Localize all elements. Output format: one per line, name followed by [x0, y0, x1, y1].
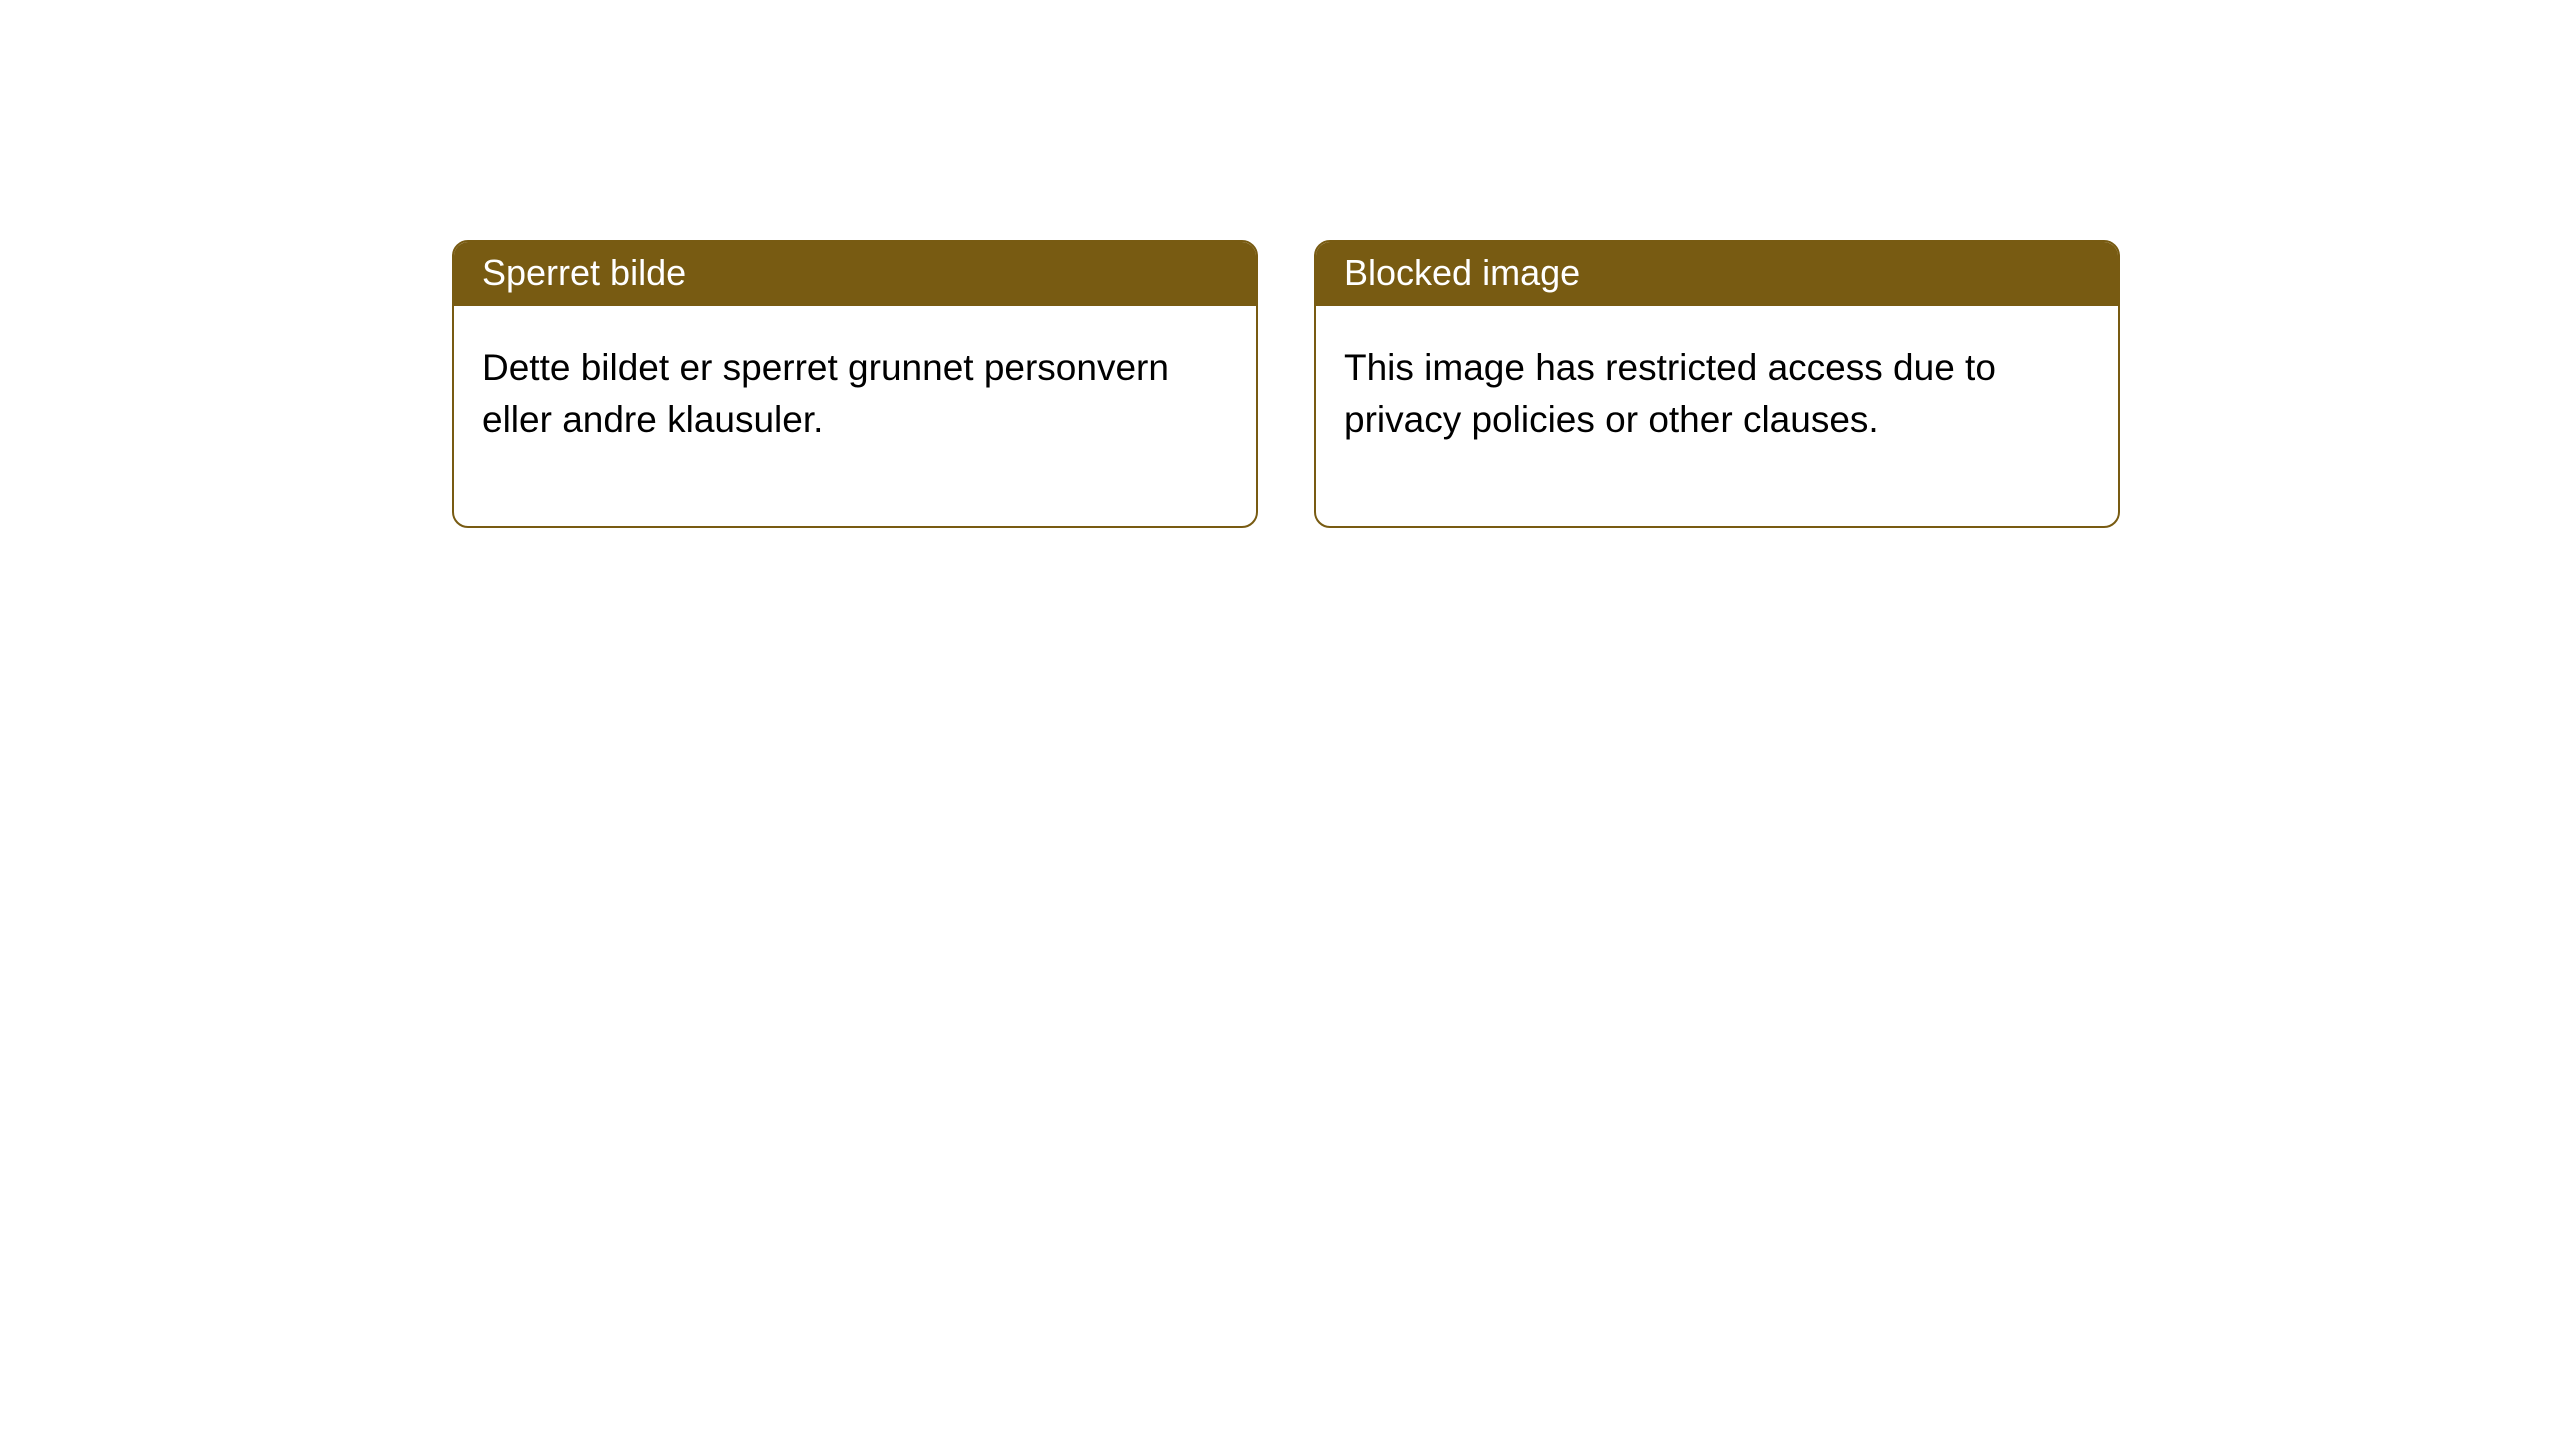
notice-box-english: Blocked image This image has restricted …	[1314, 240, 2120, 528]
notice-message: This image has restricted access due to …	[1344, 347, 1996, 440]
notice-header: Sperret bilde	[454, 242, 1256, 306]
notice-body: Dette bildet er sperret grunnet personve…	[454, 306, 1256, 526]
notice-message: Dette bildet er sperret grunnet personve…	[482, 347, 1169, 440]
notice-header: Blocked image	[1316, 242, 2118, 306]
notice-container: Sperret bilde Dette bildet er sperret gr…	[452, 240, 2120, 528]
notice-box-norwegian: Sperret bilde Dette bildet er sperret gr…	[452, 240, 1258, 528]
notice-body: This image has restricted access due to …	[1316, 306, 2118, 526]
notice-title: Sperret bilde	[482, 252, 686, 293]
notice-title: Blocked image	[1344, 252, 1580, 293]
